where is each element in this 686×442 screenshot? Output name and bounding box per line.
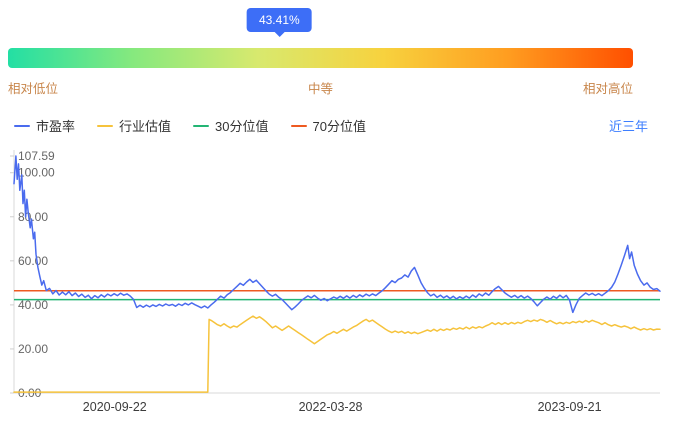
legend-label-p70: 70分位值	[312, 119, 366, 134]
x-axis-label: 2020-09-22	[83, 400, 147, 414]
行业估值-line	[13, 315, 661, 393]
市盈率-line	[13, 155, 661, 314]
legend-item-pe[interactable]: 市盈率	[14, 116, 75, 135]
valuation-gradient-bar	[8, 48, 633, 68]
legend-item-industry[interactable]: 行业估值	[97, 116, 171, 135]
y-axis-label: 20.00	[18, 342, 48, 356]
y-axis-label: 100.00	[18, 166, 55, 180]
percentile-value: 43.41%	[258, 13, 300, 27]
x-axis-label: 2023-09-21	[538, 400, 602, 414]
legend-item-p30[interactable]: 30分位值	[193, 116, 269, 135]
scale-label-high: 相对高位	[582, 82, 633, 96]
legend-label-p30: 30分位值	[215, 119, 269, 134]
y-axis-label: 40.00	[18, 298, 48, 312]
industry-line-icon	[97, 124, 114, 127]
pe-line-icon	[14, 124, 30, 127]
p30-line-icon	[193, 124, 210, 127]
legend-label-industry: 行业估值	[119, 119, 172, 134]
y-axis-label: 0.00	[18, 386, 42, 400]
x-axis-label: 2022-03-28	[299, 400, 363, 414]
valuation-chart[interactable]: 107.59 100.00 80.00 60.00 40.00 20.00 0.00 2020…	[0, 140, 686, 442]
legend-label-pe: 市盈率	[36, 119, 76, 134]
y-axis-label: 80.00	[18, 210, 48, 224]
scale-label-low: 相对低位	[8, 82, 59, 96]
y-axis-label: 60.00	[18, 254, 48, 268]
chart-legend: 市盈率 行业估值 30分位值 70分位值	[14, 116, 648, 135]
legend-item-p70[interactable]: 70分位值	[290, 116, 366, 135]
scale-label-mid: 中等	[307, 82, 333, 96]
p70-line-icon	[290, 124, 307, 127]
percentile-tooltip: 43.41%	[246, 8, 312, 32]
valuation-scale-labels: 相对低位 中等 相对高位	[8, 78, 633, 97]
time-range-selector[interactable]: 近三年	[608, 119, 648, 134]
line-chart-svg[interactable]: 107.59 100.00 80.00 60.00 40.00 20.00 0.00 2020…	[0, 140, 686, 442]
y-axis-label: 107.59	[18, 149, 55, 163]
